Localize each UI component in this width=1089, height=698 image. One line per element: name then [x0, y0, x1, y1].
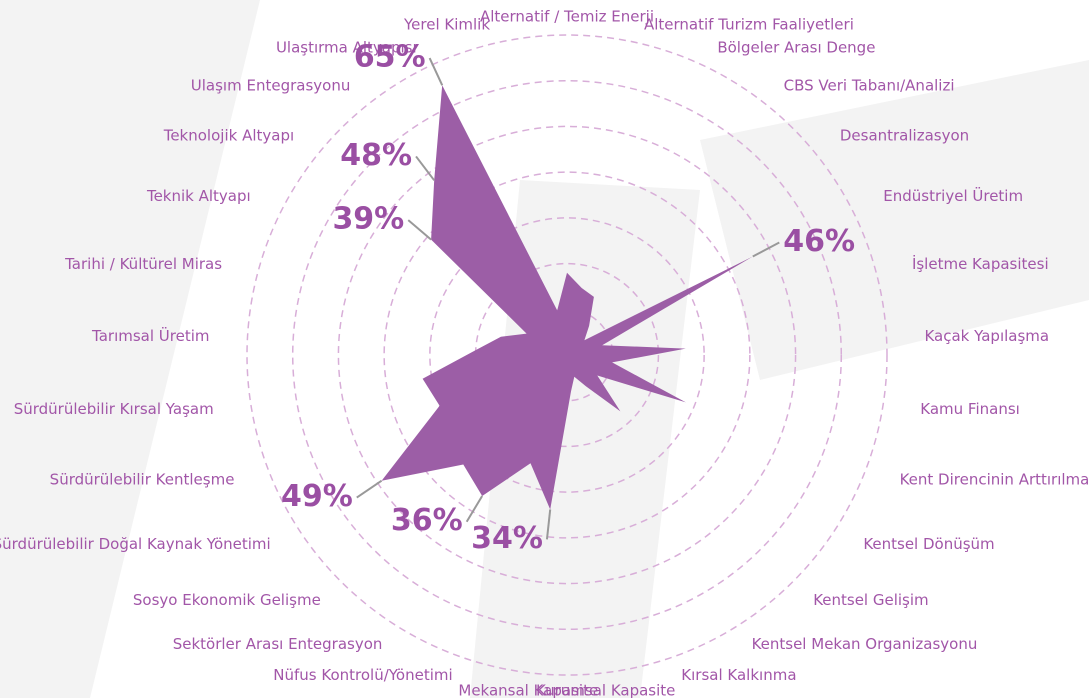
category-label: Sürdürülebilir Doğal Kaynak Yönetimi — [0, 535, 271, 553]
grid-ring — [474, 262, 660, 448]
value-label: 48% — [340, 138, 412, 173]
category-label: Alternatif Turizm Faaliyetleri — [644, 15, 854, 33]
category-label: Kamu Finansı — [920, 400, 1020, 418]
category-label: Sosyo Ekonomik Gelişme — [133, 591, 321, 609]
category-label: Kentsel Dönüşüm — [863, 535, 994, 553]
category-label: Sektörler Arası Entegrasyon — [173, 635, 383, 653]
category-label: CBS Veri Tabanı/Analizi — [784, 76, 955, 94]
value-label: 36% — [391, 503, 463, 538]
category-label: Bölgeler Arası Denge — [717, 39, 875, 57]
grid-ring — [291, 79, 843, 631]
value-label: 49% — [281, 479, 353, 514]
category-label: Sürdürülebilir Kentleşme — [50, 471, 235, 489]
category-label: Endüstriyel Üretim — [883, 186, 1023, 205]
leader-line — [428, 57, 444, 86]
leader-line — [356, 479, 383, 499]
category-label: Teknolojik Altyapı — [163, 127, 294, 145]
grid-ring — [429, 217, 705, 493]
category-label: Kaçak Yapılaşma — [924, 327, 1049, 345]
category-label: Mekansal Kapasite — [458, 682, 598, 698]
category-label: Ulaşım Entegrasyonu — [191, 76, 351, 94]
category-label: Alternatif / Temiz Enerji — [480, 8, 654, 26]
category-label: İşletme Kapasitesi — [912, 254, 1049, 273]
bg-shape — [0, 0, 260, 698]
category-label: Tarımsal Üretim — [91, 326, 209, 345]
category-label: Kurumsal Kapasite — [536, 682, 675, 698]
bg-shape — [700, 60, 1089, 380]
category-label: Kentsel Mekan Organizasyonu — [752, 635, 978, 653]
radar-area — [381, 85, 753, 510]
leader-line — [415, 155, 436, 181]
grid-ring — [383, 171, 751, 539]
value-label: 39% — [332, 202, 404, 237]
leader-line — [752, 241, 780, 258]
value-label: 34% — [471, 521, 543, 556]
leader-line — [465, 495, 484, 523]
category-label: Yerel Kimlik — [403, 15, 490, 33]
category-label: Nüfus Kontrolü/Yönetimi — [273, 666, 452, 684]
value-label: 46% — [783, 224, 855, 259]
category-label: Ulaştırma Altyapısı — [276, 39, 417, 57]
leader-line — [407, 219, 432, 241]
category-label: Sürdürülebilir Kırsal Yaşam — [14, 400, 214, 418]
category-label: Kent Direncinin Arttırılması — [900, 471, 1089, 489]
category-label: Desantralizasyon — [840, 127, 969, 145]
grid-ring — [337, 125, 797, 585]
category-label: Kentsel Gelişim — [813, 591, 928, 609]
category-label: Kırsal Kalkınma — [681, 666, 796, 684]
leader-line — [545, 509, 552, 540]
category-label: Teknik Altyapı — [146, 187, 251, 205]
value-label: 65% — [354, 40, 426, 75]
category-label: Tarihi / Kültürel Miras — [64, 255, 222, 273]
grid-ring — [246, 34, 888, 676]
